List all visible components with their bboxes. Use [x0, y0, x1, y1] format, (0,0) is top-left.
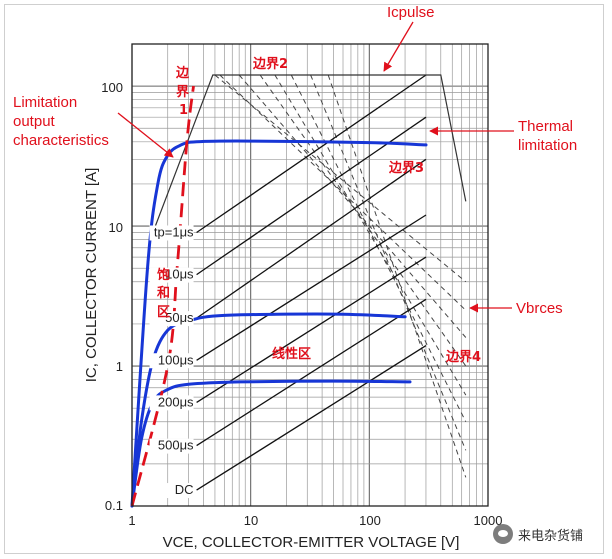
- pulse-label: 500μs: [158, 438, 194, 453]
- pulse-line: [196, 345, 427, 491]
- pulse-line: [196, 214, 427, 361]
- dashed-limit-line: [219, 74, 467, 311]
- y-tick-0.1: 0.1: [105, 498, 123, 513]
- dashed-limit-line: [214, 74, 467, 283]
- pulse-label-bg: [149, 267, 194, 283]
- pulse-line: [196, 256, 427, 403]
- x-tick-1: 1: [128, 513, 135, 528]
- y-tick-10: 10: [109, 220, 123, 235]
- x-axis-title: VCE, COLLECTOR-EMITTER VOLTAGE [V]: [163, 534, 460, 551]
- pulse-label: 10μs: [165, 267, 194, 282]
- pulse-label-bg: [149, 483, 194, 499]
- pulse-label: 50μs: [165, 310, 194, 325]
- soa-boundary: [152, 74, 467, 233]
- arrow-limitation: [117, 112, 174, 158]
- y-tick-100: 100: [101, 80, 123, 95]
- wechat-logo-icon: [493, 524, 513, 544]
- plot-border: [131, 43, 489, 507]
- pulse-line: [196, 74, 427, 234]
- dashed-limit-line: [310, 74, 467, 451]
- watermark-text: 来电杂货铺: [518, 528, 584, 544]
- pulse-label-bg: [149, 311, 194, 327]
- y-tick-labels: 0.1 1 10 100: [101, 80, 123, 513]
- watermark: 来电杂货铺: [493, 524, 583, 544]
- annot-b1-a: 边: [175, 66, 190, 81]
- arrow-icpulse: [383, 21, 414, 72]
- output-curve-high: [130, 139, 428, 508]
- pulse-label: DC: [175, 482, 194, 497]
- x-tick-10: 10: [244, 513, 258, 528]
- pulse-label-bg: [149, 438, 194, 454]
- output-curve-low: [130, 379, 412, 508]
- annot-limitation-1: Limitation: [13, 94, 77, 111]
- dashed-limit-line: [274, 74, 467, 396]
- pulse-label: tp=1μs: [154, 224, 194, 239]
- chart-frame: [4, 4, 604, 554]
- annot-sat-c: 区: [157, 305, 170, 320]
- y-tick-1: 1: [116, 359, 123, 374]
- pulse-line: [196, 158, 427, 319]
- annot-b4: 边界4: [445, 349, 481, 365]
- annot-thermal-2: limitation: [518, 137, 577, 154]
- dashed-limit-lines: [214, 74, 467, 478]
- dashed-limit-line: [238, 74, 467, 338]
- x-tick-1000: 1000: [474, 513, 503, 528]
- annot-icpulse: Icpulse: [387, 4, 435, 21]
- annot-sat-a: 饱: [156, 267, 170, 283]
- annot-b1-c: 1: [179, 103, 188, 118]
- pulse-lines: [196, 74, 427, 491]
- annot-sat-b: 和: [157, 285, 170, 301]
- annot-thermal-1: Thermal: [518, 118, 573, 135]
- pulse-label: 200μs: [158, 394, 194, 409]
- annot-b3: 边界3: [388, 160, 424, 176]
- pulse-label: 100μs: [158, 352, 194, 367]
- annot-b1-b: 界: [176, 84, 189, 100]
- pulse-line: [196, 298, 427, 447]
- pulse-labels: tp=1μs 10μs 50μs 100μs 200μs 500μs DC: [149, 224, 194, 499]
- annot-b2: 边界2: [252, 56, 288, 72]
- dashed-limit-line: [290, 74, 467, 422]
- x-tick-100: 100: [359, 513, 381, 528]
- pulse-label-bg: [149, 225, 194, 241]
- y-axis-title: IC, COLLECTOR CURRENT [A]: [83, 168, 100, 382]
- annot-limitation-2: output: [13, 113, 56, 130]
- annot-limitation-3: characteristics: [13, 132, 109, 149]
- pulse-label-bg: [149, 353, 194, 369]
- annot-linear: 线性区: [272, 346, 311, 362]
- annot-vbrces: Vbrces: [516, 300, 563, 317]
- pulse-label-bg: [149, 395, 194, 411]
- dashed-limit-line: [327, 74, 467, 478]
- x-tick-labels: 1 10 100 1000: [128, 513, 502, 528]
